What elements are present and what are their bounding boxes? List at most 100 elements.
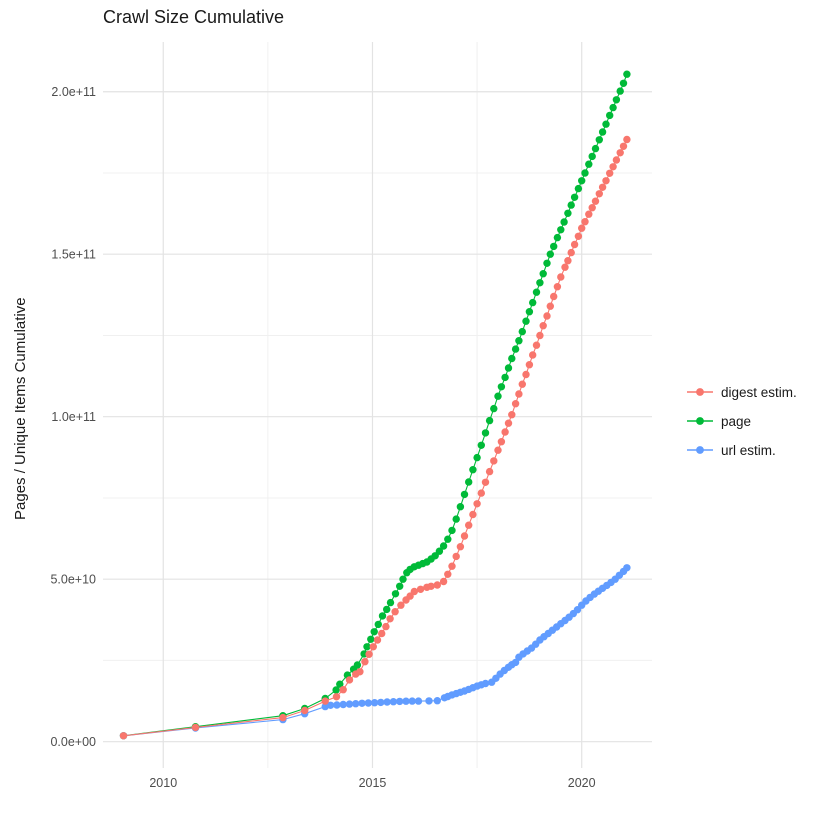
data-point: [452, 515, 460, 523]
data-point: [339, 700, 347, 709]
data-point: [414, 697, 423, 705]
data-point: [326, 701, 335, 709]
data-point: [370, 699, 379, 707]
data-point: [518, 327, 526, 336]
data-point: [485, 416, 494, 425]
data-point: [553, 283, 562, 291]
data-point: [383, 605, 391, 614]
data-point: [481, 679, 490, 688]
data-point: [279, 713, 287, 722]
data-point: [511, 345, 520, 353]
data-point: [358, 699, 366, 707]
data-point: [616, 87, 624, 95]
data-point: [515, 390, 523, 398]
data-point: [444, 535, 452, 543]
data-point: [456, 543, 465, 551]
data-point: [481, 429, 490, 437]
data-point: [567, 201, 575, 209]
data-point: [529, 351, 537, 359]
data-point: [477, 489, 485, 497]
data-point: [363, 643, 371, 651]
legend: digest estim. page url estim.: [687, 385, 797, 458]
data-point: [497, 383, 506, 391]
data-point: [574, 232, 583, 240]
data-point: [525, 361, 534, 369]
legend-key-point: [696, 388, 704, 396]
data-point: [612, 96, 621, 104]
data-point: [557, 273, 565, 281]
data-point: [623, 135, 631, 144]
data-point: [353, 661, 362, 669]
legend-label: page: [721, 414, 751, 429]
data-point: [564, 209, 572, 217]
data-point: [578, 177, 586, 185]
data-point: [606, 169, 614, 177]
data-point: [460, 490, 469, 499]
data-point: [515, 337, 523, 345]
series-digest-estim: [119, 135, 631, 740]
gridlines-minor: [103, 42, 652, 768]
data-point: [383, 698, 391, 706]
x-tick-label: 2015: [359, 776, 387, 790]
data-point: [598, 183, 607, 191]
data-point: [561, 263, 569, 271]
data-point: [588, 152, 596, 161]
y-tick-label: 1.0e+11: [51, 410, 96, 424]
data-point: [494, 446, 502, 454]
data-point: [543, 312, 551, 320]
data-point: [391, 590, 400, 598]
data-point: [490, 404, 498, 413]
data-point: [473, 453, 481, 462]
data-point: [333, 701, 341, 709]
data-point: [606, 111, 614, 120]
data-point: [539, 322, 547, 330]
data-point: [616, 149, 624, 157]
data-point: [469, 466, 477, 474]
data-point: [321, 697, 329, 705]
data-point: [588, 204, 596, 212]
data-point: [518, 380, 526, 388]
data-point: [369, 643, 377, 651]
data-point: [345, 676, 354, 684]
data-point: [382, 622, 390, 631]
data-point: [427, 582, 435, 590]
data-point: [501, 428, 509, 436]
data-point: [378, 612, 387, 620]
data-point: [397, 601, 405, 609]
data-point: [410, 587, 418, 596]
data-point: [536, 279, 544, 287]
data-point: [543, 259, 551, 267]
data-point: [532, 288, 541, 296]
data-point: [578, 224, 586, 232]
data-point: [574, 184, 583, 193]
data-point: [532, 341, 541, 349]
data-point: [373, 636, 382, 644]
legend-key-point: [696, 446, 704, 454]
data-point: [433, 697, 441, 705]
data-point: [365, 650, 373, 658]
y-tick-label: 0.0e+00: [50, 735, 96, 749]
data-point: [460, 532, 469, 540]
data-point: [570, 240, 579, 249]
axis-tick-labels: 2010 2015 2020 0.0e+00 5.0e+10 1.0e+11 1.5e+11…: [50, 85, 595, 790]
data-point: [416, 585, 425, 593]
legend-key-point: [696, 417, 704, 425]
data-point: [546, 250, 554, 258]
data-point: [465, 478, 473, 486]
data-point: [396, 582, 404, 590]
data-point: [391, 608, 399, 616]
data-point: [501, 373, 509, 382]
data-point: [609, 163, 617, 171]
data-point: [508, 354, 516, 363]
data-point: [433, 581, 441, 589]
data-point: [332, 693, 341, 701]
legend-item-digest-estim: digest estim.: [687, 385, 797, 400]
data-point: [567, 248, 575, 257]
data-point: [581, 218, 589, 226]
data-point: [497, 438, 506, 446]
data-point: [550, 292, 558, 301]
data-point: [525, 308, 534, 316]
y-tick-label: 1.5e+11: [51, 248, 96, 262]
series-url-estim-line: [123, 567, 628, 737]
